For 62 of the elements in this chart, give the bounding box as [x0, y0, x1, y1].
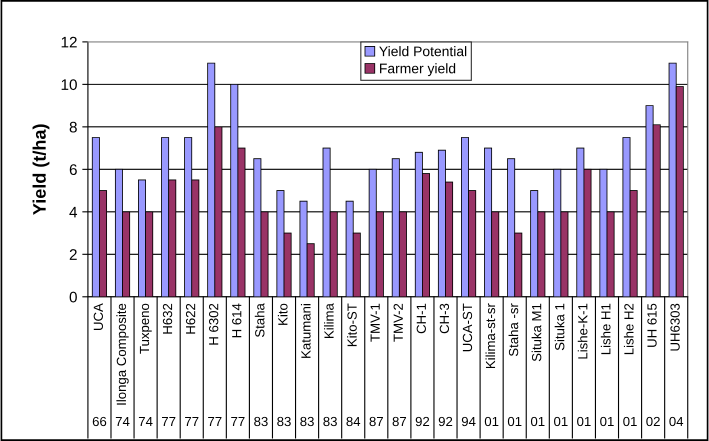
x-tick-label: Situka M1 [532, 304, 542, 362]
x-tick-label: CH-3 [440, 304, 450, 334]
x-tick-label: CH-1 [416, 304, 426, 334]
text: 01 [554, 416, 568, 426]
x-tick-label: UH 615 [647, 304, 657, 347]
x-tick-label: Staha -sr [508, 303, 518, 356]
text: 74 [116, 416, 130, 426]
x-tick-label: UCA [94, 303, 103, 330]
text: 77 [185, 416, 198, 426]
x-tick-label: H 614 [232, 304, 242, 338]
text: 84 [346, 416, 360, 426]
text: 77 [231, 416, 245, 426]
y-tick-label: 6 [70, 164, 77, 176]
x-tick-label: Ilonga Composite [116, 304, 129, 405]
text: 01 [530, 416, 544, 426]
legend-label: Farmer yield [380, 63, 456, 76]
text: 66 [92, 416, 106, 426]
x-tick-label: Tuxpeno [140, 304, 152, 354]
x-tick-label: Kilima [324, 303, 334, 338]
x-tick-label: Lishe H1 [600, 304, 611, 354]
x-tick-label: H 6302 [209, 304, 218, 345]
text: 94 [462, 416, 476, 426]
text: 01 [484, 416, 498, 426]
text: 92 [416, 416, 430, 426]
y-tick-label: 10 [62, 79, 77, 90]
y-tick-label: 4 [69, 206, 78, 218]
text: 01 [623, 416, 637, 426]
text: 74 [138, 416, 153, 426]
text: 83 [277, 416, 291, 426]
text: 77 [162, 416, 176, 426]
x-tick-label: H632 [162, 304, 172, 334]
text: 01 [508, 416, 522, 426]
text: 01 [600, 416, 614, 426]
text: 83 [323, 416, 337, 426]
x-tick-label: Lishe H2 [624, 304, 634, 354]
y-tick-label: 0 [70, 292, 77, 302]
text: 77 [208, 416, 222, 426]
text: 83 [254, 416, 268, 426]
text: 87 [392, 416, 406, 426]
text: 83 [300, 416, 314, 426]
text: 01 [577, 416, 591, 426]
text: 04 [669, 416, 684, 426]
x-tick-label: TMV-1 [370, 304, 380, 342]
x-tick-label: TMV-2 [394, 304, 403, 342]
x-tick-label: H622 [186, 304, 196, 334]
x-tick-label: UCA-ST [462, 303, 472, 352]
text: 92 [438, 416, 452, 426]
x-tick-label: Kito [278, 304, 288, 325]
y-axis-title: Yield (t/ha) [32, 124, 50, 215]
y-tick-label: 8 [70, 122, 77, 133]
text: 87 [370, 416, 383, 426]
x-tick-label: Kito-ST [347, 303, 357, 346]
text: 02 [646, 416, 660, 426]
y-tick-label: 2 [70, 249, 77, 260]
x-tick-label: Lishe-K-1 [578, 304, 588, 359]
legend-label: Yield Potential [379, 46, 466, 56]
x-tick-label: Situka 1 [554, 304, 564, 350]
y-tick-label: 12 [62, 36, 77, 48]
x-tick-label: Katumani [300, 304, 311, 358]
x-tick-label: UH6303 [670, 304, 680, 351]
x-tick-label: Kilima-st-sr [485, 303, 496, 368]
x-tick-label: Staha [254, 303, 264, 338]
